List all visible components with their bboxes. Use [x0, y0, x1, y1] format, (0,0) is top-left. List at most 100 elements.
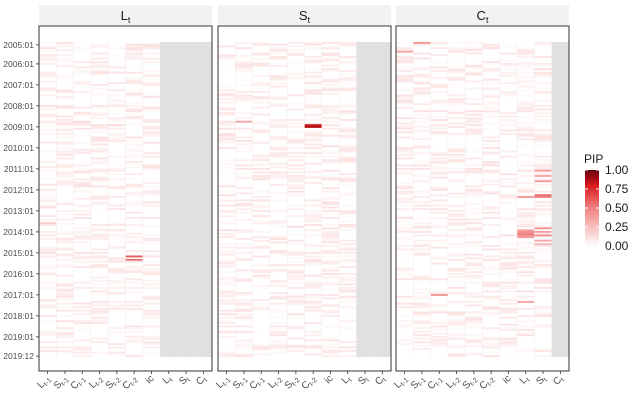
heatmap-cell — [499, 252, 518, 254]
heatmap-cell — [142, 311, 161, 314]
excluded-column — [356, 42, 374, 357]
heatmap-cell — [339, 350, 357, 352]
heatmap-cell — [218, 166, 236, 169]
heatmap-cell — [39, 222, 57, 225]
heatmap-cell — [413, 330, 431, 333]
heatmap-cell — [218, 122, 236, 125]
heatmap-cell — [56, 203, 74, 205]
heatmap-cell — [125, 115, 143, 118]
heatmap-cell — [339, 180, 357, 183]
heatmap-cell — [482, 267, 500, 270]
heatmap-cell — [499, 266, 518, 268]
heatmap-cell — [517, 63, 535, 65]
heatmap-cell — [413, 120, 431, 123]
heatmap-cell — [287, 253, 305, 256]
heatmap-cell — [73, 287, 91, 289]
heatmap-cell — [218, 211, 236, 214]
heatmap-cell — [339, 327, 357, 330]
heatmap-cell — [396, 187, 414, 190]
heatmap-cell — [235, 176, 253, 179]
heatmap-cell — [482, 89, 500, 92]
heatmap-cell — [108, 168, 126, 170]
heatmap-cell — [269, 155, 288, 158]
heatmap-cell — [396, 220, 414, 223]
heatmap-cell — [218, 283, 236, 286]
heatmap-cell — [413, 292, 431, 295]
heatmap-cell — [465, 351, 483, 354]
heatmap-cell — [90, 84, 109, 86]
heatmap-cell — [396, 131, 414, 134]
heatmap-cell — [517, 82, 535, 85]
heatmap-cell — [482, 87, 500, 90]
heatmap-cell — [235, 136, 253, 139]
heatmap-cell — [56, 154, 74, 156]
heatmap-cell — [304, 255, 322, 258]
heatmap-cell — [73, 61, 91, 64]
heatmap-cell — [125, 217, 143, 219]
heatmap-cell — [517, 108, 535, 111]
heatmap-cell — [235, 313, 253, 316]
heatmap-cell — [125, 336, 143, 338]
heatmap-cell — [73, 171, 91, 174]
heatmap-cell — [287, 49, 305, 51]
heatmap-cell — [287, 294, 305, 296]
heatmap-cell — [396, 148, 414, 151]
heatmap-cell — [304, 218, 322, 221]
heatmap-cell — [287, 350, 305, 352]
heatmap-cell — [125, 304, 143, 307]
heatmap-cell — [252, 75, 270, 78]
heatmap-cell — [235, 168, 253, 170]
heatmap-cell — [73, 43, 91, 46]
heatmap-cell — [396, 236, 414, 239]
heatmap-cell — [39, 218, 57, 221]
heatmap-cell — [482, 106, 500, 109]
heatmap-cell — [108, 238, 126, 240]
heatmap-cell — [413, 276, 431, 279]
heatmap-cell — [287, 274, 305, 277]
heatmap-cell — [304, 330, 322, 333]
heatmap-cell — [430, 280, 448, 282]
heatmap-cell — [252, 91, 270, 93]
heatmap-cell — [430, 154, 448, 156]
heatmap-cell — [304, 213, 322, 216]
heatmap-cell — [90, 162, 109, 165]
heatmap-cell — [108, 269, 126, 272]
heatmap-cell — [304, 106, 322, 109]
heatmap-cell — [321, 64, 340, 67]
heatmap-cell — [39, 108, 57, 111]
heatmap-cell — [252, 171, 270, 174]
heatmap-cell — [90, 185, 109, 188]
heatmap-cell — [517, 50, 535, 53]
heatmap-cell — [396, 70, 414, 72]
heatmap-cell — [39, 273, 57, 275]
heatmap-cell — [499, 75, 518, 78]
heatmap-cell — [517, 241, 535, 244]
heatmap-cell — [287, 168, 305, 170]
heatmap-cell — [56, 129, 74, 132]
heatmap-cell — [396, 323, 414, 326]
heatmap-cell — [218, 250, 236, 253]
heatmap-cell — [269, 175, 288, 177]
heatmap-cell — [482, 339, 500, 342]
heatmap-cell — [235, 229, 253, 232]
heatmap-cell — [534, 210, 552, 212]
heatmap-cell — [534, 183, 552, 186]
heatmap-cell — [73, 227, 91, 230]
heatmap-cell — [125, 136, 143, 139]
heatmap-cell — [108, 47, 126, 50]
heatmap-cell — [304, 308, 322, 310]
heatmap-cell — [287, 152, 305, 155]
heatmap-cell — [482, 290, 500, 293]
heatmap-cell — [235, 84, 253, 86]
heatmap-cell — [125, 271, 143, 274]
heatmap-cell — [413, 217, 431, 219]
heatmap-cell — [269, 136, 288, 139]
heatmap-cell — [218, 185, 236, 188]
heatmap-cell — [304, 152, 322, 155]
heatmap-cell — [517, 161, 535, 163]
heatmap-cell — [218, 108, 236, 111]
heatmap-cell — [125, 145, 143, 148]
heatmap-cell — [534, 173, 552, 176]
heatmap-cell — [304, 82, 322, 85]
heatmap-cell — [142, 61, 161, 64]
